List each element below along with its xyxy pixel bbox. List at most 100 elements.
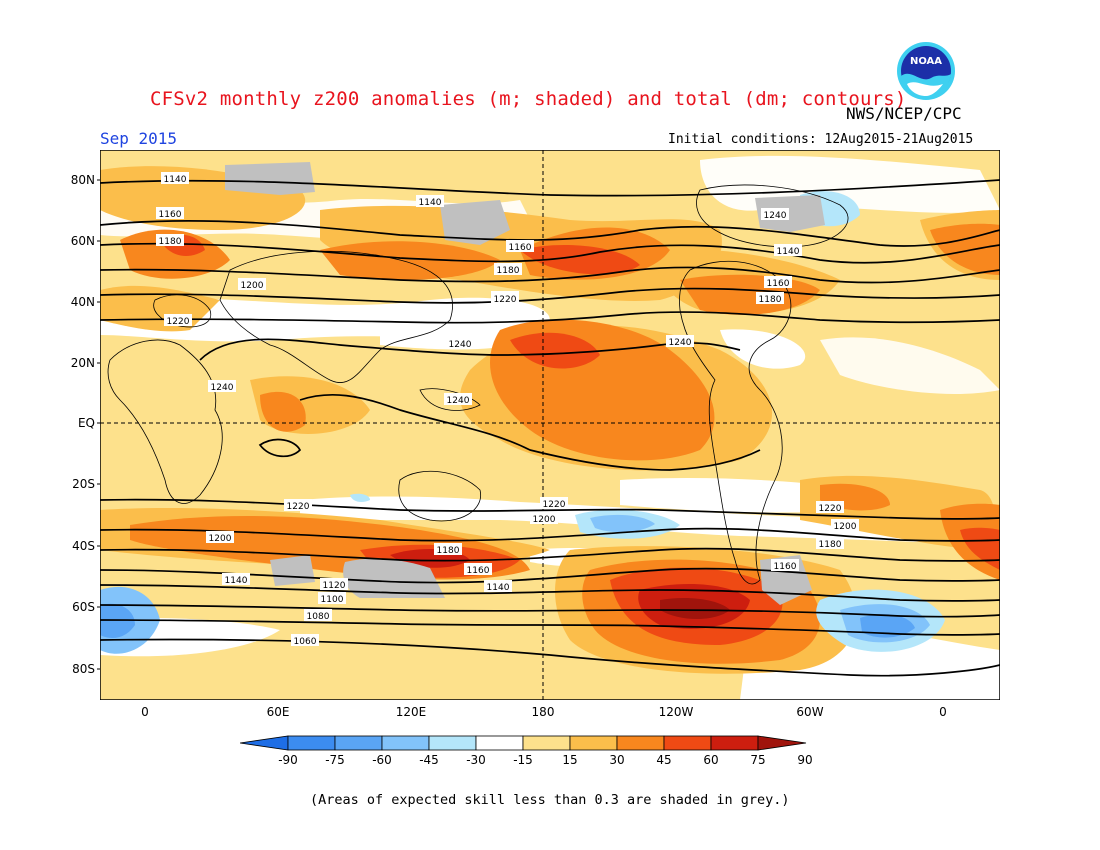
contour-label: 1200: [831, 519, 859, 532]
svg-text:1140: 1140: [164, 175, 187, 185]
svg-text:1180: 1180: [497, 266, 520, 276]
colorbar-tick-label: -90: [278, 753, 298, 767]
contour-label: 1240: [208, 380, 236, 393]
svg-text:1220: 1220: [543, 500, 566, 510]
contour-label: 1220: [164, 314, 192, 327]
svg-text:1180: 1180: [159, 237, 182, 247]
svg-text:1200: 1200: [533, 515, 556, 525]
contour-label: 1180: [816, 537, 844, 550]
colorbar-segment: [428, 735, 477, 751]
svg-text:1220: 1220: [287, 502, 310, 512]
noaa-logo-text: NOAA: [910, 56, 942, 67]
contour-label: 1140: [416, 195, 444, 208]
colorbar-tick-label: 90: [797, 753, 812, 767]
svg-text:1120: 1120: [323, 581, 346, 591]
svg-text:1060: 1060: [294, 637, 317, 647]
svg-text:1180: 1180: [819, 540, 842, 550]
lon-label: 60E: [267, 705, 290, 719]
contour-label: 1200: [530, 512, 558, 525]
svg-text:1160: 1160: [467, 566, 490, 576]
lon-label: 60W: [796, 705, 823, 719]
chart-title: CFSv2 monthly z200 anomalies (m; shaded)…: [150, 88, 907, 110]
contour-labels: 1140 1140 1160 1180 1200 1220 1240 1240 1240 1240…: [156, 172, 859, 647]
colorbar-segment: [710, 735, 759, 751]
colorbar-arrow-right: [757, 735, 807, 751]
svg-text:1200: 1200: [834, 522, 857, 532]
colorbar-tick-label: -15: [513, 753, 533, 767]
contour-label: 1240: [666, 335, 694, 348]
lat-label: 60N: [71, 234, 95, 248]
contour-label: 1220: [816, 501, 844, 514]
contour-label: 1100: [318, 592, 346, 605]
lon-label: 120W: [659, 705, 694, 719]
contour-label: 1080: [304, 609, 332, 622]
height-contours: [100, 179, 1000, 677]
colorbar-tick-label: -30: [466, 753, 486, 767]
longitude-axis: 0 60E 120E 180 120W 60W 0: [141, 705, 947, 719]
lat-label: 60S: [72, 600, 95, 614]
lon-label: 120E: [396, 705, 427, 719]
svg-text:1140: 1140: [225, 576, 248, 586]
colorbar-segment: [334, 735, 383, 751]
skill-footnote: (Areas of expected skill less than 0.3 a…: [310, 792, 790, 808]
svg-text:1180: 1180: [759, 295, 782, 305]
contour-label: 1240: [446, 337, 474, 350]
colorbar-tick-label: -60: [372, 753, 392, 767]
initial-conditions-label: Initial conditions: 12Aug2015-21Aug2015: [668, 132, 974, 147]
latitude-axis: 80N 60N 40N 20N EQ 20S 40S 60S 80S: [71, 173, 100, 676]
contour-label: 1140: [222, 573, 250, 586]
lat-label: 80S: [72, 662, 95, 676]
contour-label: 1180: [156, 234, 184, 247]
lat-label: EQ: [78, 416, 95, 430]
svg-text:1080: 1080: [307, 612, 330, 622]
colorbar-segment: [569, 735, 618, 751]
svg-text:1240: 1240: [447, 396, 470, 406]
colorbar-tick-label: 45: [656, 753, 671, 767]
noaa-logo-icon: NOAA: [897, 42, 955, 100]
contour-label: 1180: [756, 292, 784, 305]
contour-label: 1120: [320, 578, 348, 591]
svg-text:1220: 1220: [167, 317, 190, 327]
month-label: Sep 2015: [100, 129, 178, 148]
contour-label: 1160: [156, 207, 184, 220]
svg-text:1240: 1240: [669, 338, 692, 348]
contour-label: 1140: [484, 580, 512, 593]
colorbar-segment: [522, 735, 571, 751]
contour-label: 1160: [764, 276, 792, 289]
colorbar-tick-label: 75: [750, 753, 765, 767]
contour-label: 1220: [540, 497, 568, 510]
contour-label: 1180: [434, 543, 462, 556]
svg-text:1160: 1160: [159, 210, 182, 220]
contour-label: 1240: [761, 208, 789, 221]
lon-label: 0: [939, 705, 947, 719]
colorbar-tick-label: 60: [703, 753, 718, 767]
svg-text:1160: 1160: [774, 562, 797, 572]
svg-text:1220: 1220: [819, 504, 842, 514]
lat-label: 20N: [71, 356, 95, 370]
contour-label: 1220: [491, 292, 519, 305]
svg-text:1200: 1200: [241, 281, 264, 291]
lat-label: 80N: [71, 173, 95, 187]
colorbar-segment: [475, 735, 524, 751]
lon-label: 180: [532, 705, 555, 719]
colorbar-tick-label: 15: [562, 753, 577, 767]
colorbar: -90 -75 -60 -45 -30 -15 15 30 45 60 75 90: [240, 735, 813, 767]
svg-text:1240: 1240: [449, 340, 472, 350]
svg-text:1140: 1140: [487, 583, 510, 593]
colorbar-segment: [287, 735, 336, 751]
colorbar-segment: [616, 735, 665, 751]
contour-label: 1160: [771, 559, 799, 572]
colorbar-segment: [381, 735, 430, 751]
contour-label: 1180: [494, 263, 522, 276]
svg-text:1140: 1140: [777, 247, 800, 257]
contour-label: 1240: [444, 393, 472, 406]
colorbar-tick-label: 30: [609, 753, 624, 767]
contour-label: 1160: [506, 240, 534, 253]
colorbar-tick-label: -75: [325, 753, 345, 767]
colorbar-tick-label: -45: [419, 753, 439, 767]
svg-text:1240: 1240: [764, 211, 787, 221]
contour-label: 1220: [284, 499, 312, 512]
svg-text:1140: 1140: [419, 198, 442, 208]
colorbar-segment: [663, 735, 712, 751]
agency-label: NWS/NCEP/CPC: [846, 104, 962, 123]
